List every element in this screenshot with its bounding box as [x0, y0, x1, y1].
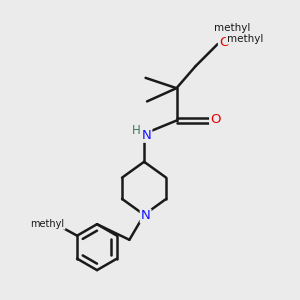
Text: methyl: methyl [214, 23, 250, 33]
Text: H: H [131, 124, 140, 137]
Text: O: O [210, 112, 220, 126]
Text: methyl: methyl [31, 219, 65, 229]
Text: N: N [142, 129, 151, 142]
Text: O: O [219, 36, 230, 49]
Text: N: N [141, 209, 151, 223]
Text: methyl: methyl [226, 34, 263, 44]
